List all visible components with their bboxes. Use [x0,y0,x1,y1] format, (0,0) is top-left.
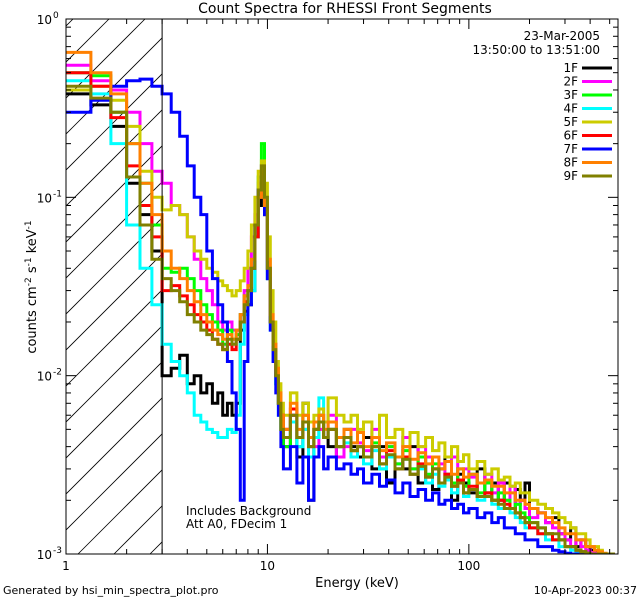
y-tick-label: 10 [37,191,52,205]
x-tick-label: 100 [457,559,480,573]
annotation-background: Includes Background [186,504,311,518]
y-tick-label-exp: 0 [53,11,59,21]
timestamp-label: 10-Apr-2023 00:37 [534,584,637,597]
legend-label-9f: 9F [563,169,578,183]
y-tick-label: 10 [37,370,52,384]
series-line-1f [66,92,615,554]
legend-label-1f: 1F [563,61,578,75]
series-line-2f [66,63,615,554]
y-tick-label-exp: -1 [53,189,62,199]
y-axis-label-exp: -1 [24,257,34,266]
y-tick-label: 10 [37,548,52,562]
generated-by-label: Generated by hsi_min_spectra_plot.pro [3,584,219,597]
series-line-7f [66,77,615,554]
x-axis-label: Energy (keV) [315,576,399,591]
annotation-attenuator: Att A0, FDecim 1 [186,517,287,531]
x-tick-label: 10 [260,559,275,573]
hatch-line [0,19,1,554]
legend-label-6f: 6F [563,129,578,143]
x-tick-label: 1 [62,559,70,573]
hatch-line [66,217,163,315]
y-axis-label-exp: -1 [24,220,34,229]
hatch-line [66,397,163,495]
legend-label-4f: 4F [563,102,578,116]
legend-label-8f: 8F [563,156,578,170]
date-label: 23-Mar-2005 [524,29,600,43]
time-range-label: 13:50:00 to 13:51:00 [473,43,600,57]
series-layer [66,50,615,554]
hatch-line [66,433,163,531]
y-tick-label-exp: -3 [53,546,62,556]
legend-label-2f: 2F [563,75,578,89]
y-axis-label-part: s [25,266,40,277]
y-axis-label-exp: -2 [24,277,34,286]
series-line-9f [66,84,615,554]
legend-label-5f: 5F [563,115,578,129]
plot-frame [65,18,619,555]
chart-title: Count Spectra for RHESSI Front Segments [198,1,492,17]
y-axis-label-part: keV [25,229,40,257]
hatch-line [77,469,163,554]
x-axis: 1 10 100 [62,19,611,573]
hatch-line [66,325,163,423]
series-line-4f [66,79,615,554]
legend-label-7f: 7F [563,142,578,156]
y-tick-label: 10 [37,13,52,27]
y-axis-label: counts cm-2 s-1 keV-1 [24,220,40,353]
y-tick-label-exp: -2 [53,368,62,378]
legend-label-3f: 3F [563,88,578,102]
y-axis-label-part: counts cm [25,286,40,353]
series-line-8f [66,50,615,554]
hatch-line [66,253,163,351]
